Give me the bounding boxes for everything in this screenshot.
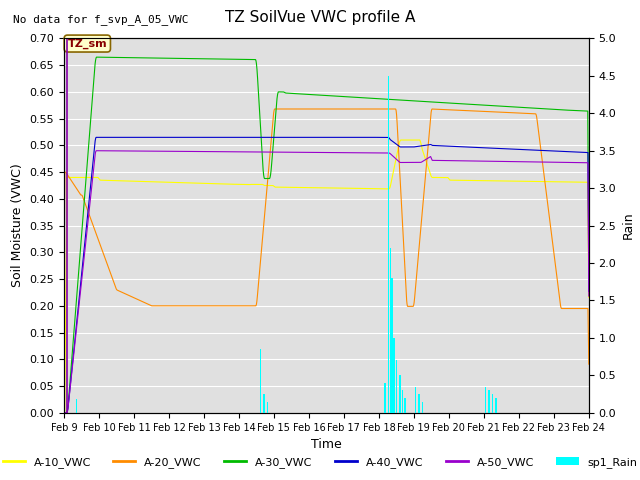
X-axis label: Time: Time	[311, 438, 342, 451]
Bar	[396, 360, 397, 413]
Text: No data for f_svp_A_05_VWC: No data for f_svp_A_05_VWC	[13, 14, 188, 25]
Text: TZ SoilVue VWC profile A: TZ SoilVue VWC profile A	[225, 10, 415, 24]
Bar	[402, 390, 403, 413]
Bar	[492, 394, 493, 413]
Y-axis label: Soil Moisture (VWC): Soil Moisture (VWC)	[11, 164, 24, 288]
Bar	[488, 390, 490, 413]
Bar	[419, 394, 420, 413]
Bar	[76, 399, 77, 413]
Bar	[260, 349, 261, 413]
Bar	[390, 248, 391, 413]
Bar	[415, 386, 416, 413]
Y-axis label: Rain: Rain	[622, 212, 635, 240]
Text: TZ_sm: TZ_sm	[67, 38, 107, 48]
Bar	[393, 338, 395, 413]
Bar	[267, 402, 268, 413]
Bar	[264, 394, 265, 413]
Bar	[495, 398, 497, 413]
Bar	[422, 402, 423, 413]
Bar	[399, 375, 401, 413]
Bar	[485, 386, 486, 413]
Bar	[388, 76, 389, 413]
Bar	[385, 383, 386, 413]
Bar	[404, 398, 406, 413]
Bar	[392, 278, 393, 413]
Legend: A-10_VWC, A-20_VWC, A-30_VWC, A-40_VWC, A-50_VWC, sp1_Rain: A-10_VWC, A-20_VWC, A-30_VWC, A-40_VWC, …	[0, 452, 640, 472]
